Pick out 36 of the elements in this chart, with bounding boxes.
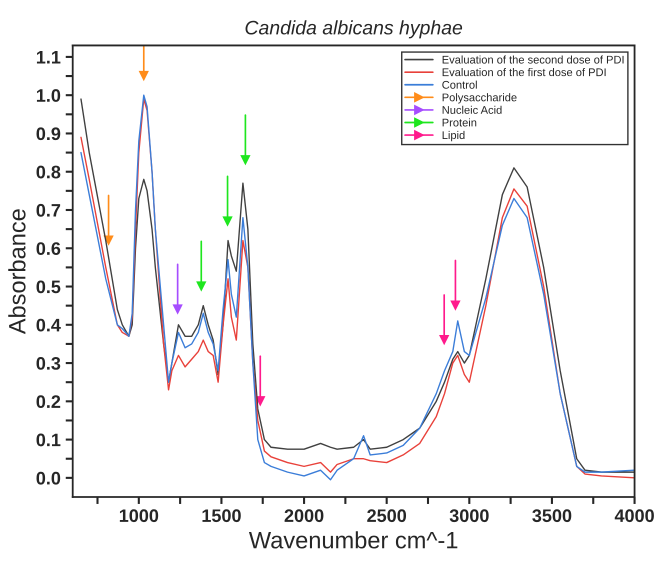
- y-tick-label: 0.0: [36, 472, 60, 485]
- x-tick-label: 2000: [284, 509, 324, 522]
- x-tick-label: 1000: [120, 509, 158, 522]
- y-axis-title: Absorbance: [8, 209, 26, 334]
- legend-label: Evaluation of the first dose of PDI: [442, 68, 606, 76]
- legend-label: Protein: [442, 118, 476, 126]
- chart-title: Candida albicans hyphae: [246, 20, 462, 38]
- x-tick-label: 4000: [614, 509, 654, 522]
- y-tick-label: 0.5: [36, 280, 60, 294]
- point: [196, 281, 206, 292]
- x-tick-label: 3500: [532, 509, 572, 522]
- y-tick-label: 0.7: [36, 204, 60, 217]
- y-tick-label: 0.6: [36, 242, 60, 255]
- point: [222, 216, 233, 227]
- y-tick-label: 0.2: [36, 395, 60, 408]
- y-tick-label: 1.0: [36, 89, 60, 102]
- y-tick-label: 0.4: [36, 318, 61, 332]
- x-tick-label: 2500: [367, 509, 406, 522]
- x-axis-title: Wavenumber cm^-1: [248, 531, 458, 549]
- y-tick-label: 0.3: [36, 356, 60, 370]
- legend-label: Control: [442, 80, 477, 89]
- legend-label: Evaluation of the second dose of PDI: [442, 55, 624, 64]
- legend-label: Lipid: [442, 130, 464, 142]
- x-tick-label: 3000: [450, 509, 489, 522]
- point: [138, 70, 149, 82]
- y-tick-label: 0.8: [36, 166, 60, 178]
- y-tick-label: 0.9: [36, 127, 60, 140]
- legend-label: Polysaccharide: [442, 93, 517, 104]
- x-tick-label: 1500: [202, 509, 241, 522]
- point: [172, 304, 183, 315]
- y-tick-label: 0.1: [36, 434, 60, 446]
- y-tick-label: 1.1: [36, 51, 60, 64]
- point: [240, 155, 251, 166]
- point: [450, 300, 461, 311]
- point: [439, 334, 450, 346]
- legend-label: Nucleic Acid: [442, 106, 502, 114]
